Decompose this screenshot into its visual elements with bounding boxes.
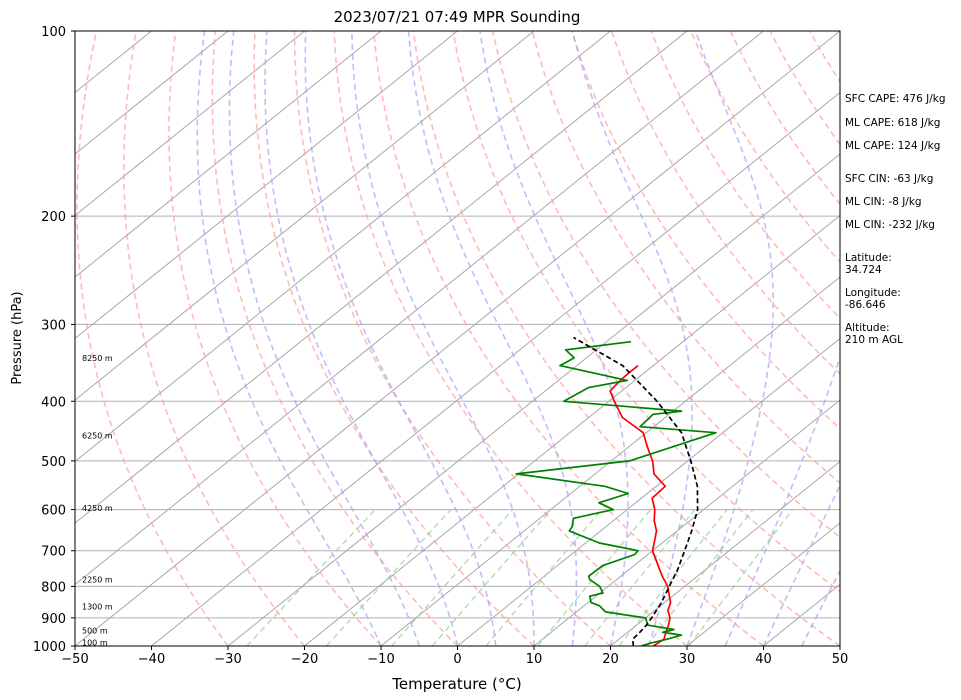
x-tick-label: 30 <box>679 652 696 667</box>
isotherm-line <box>75 31 229 155</box>
isotherm-line <box>304 214 840 646</box>
annotation-text: ML CIN: -8 J/kg <box>845 196 922 208</box>
x-axis-label: Temperature (°C) <box>391 675 521 693</box>
dry-adiabat-line <box>123 31 306 646</box>
moist-adiabat-line <box>686 31 775 646</box>
dry-adiabat-line <box>76 31 229 646</box>
isotherm-line <box>533 399 840 646</box>
y-tick-label: 1000 <box>33 640 66 655</box>
height-label: 8250 m <box>82 354 113 363</box>
isotherm-line <box>457 337 840 646</box>
isotherm-line <box>75 31 688 524</box>
x-tick-label: −30 <box>214 652 241 667</box>
height-label: 4250 m <box>82 504 113 513</box>
mixing-ratio-line <box>485 509 603 646</box>
y-tick-label: 700 <box>41 545 66 560</box>
height-label: 100 m <box>82 639 108 648</box>
mixing-ratio-line <box>584 509 696 646</box>
annotations-panel: SFC CAPE: 476 J/kg ML CAPE: 618 J/kg ML CA… <box>845 93 946 346</box>
y-tick-label: 400 <box>41 395 66 410</box>
annotation-text: SFC CIN: -63 J/kg <box>845 173 933 185</box>
y-tick-label: 900 <box>41 612 66 627</box>
y-tick-label: 200 <box>41 210 66 225</box>
dry-adiabat-line <box>293 31 612 646</box>
mixing-ratio-line <box>325 509 452 646</box>
isotherm-line <box>75 31 535 401</box>
mixing-ratio-line <box>391 509 514 646</box>
dry-adiabat-line <box>211 31 459 646</box>
height-label: 6250 m <box>82 432 113 441</box>
annotation-text: ML CAPE: 618 J/kg <box>845 117 940 129</box>
mixing-ratio-line <box>431 509 552 646</box>
y-tick-label: 800 <box>41 580 66 595</box>
isotherm-line <box>151 91 840 646</box>
temperature-profile-line <box>609 364 672 646</box>
height-label: 500 m <box>82 626 108 635</box>
profile-lines <box>515 336 717 646</box>
dry-adiabat-line <box>650 31 840 320</box>
moist-adiabat-line <box>228 31 421 646</box>
mixing-ratio-line <box>688 509 794 646</box>
moist-adiabat-line <box>351 31 535 646</box>
annotation-text: -86.646 <box>845 299 886 311</box>
isotherm-line <box>686 522 840 646</box>
isotherm-line <box>75 31 305 217</box>
x-tick-label: 50 <box>832 652 849 667</box>
y-tick-label: 600 <box>41 504 66 519</box>
mixing-ratio-line <box>618 509 728 646</box>
height-label: 2250 m <box>82 576 113 585</box>
dry-adiabat-line <box>571 31 840 430</box>
mixing-ratio-line <box>246 509 376 646</box>
axis-ticks: −50 −40 −30 −20 −10 0 10 20 30 40 50 100 200 300 400 50… <box>33 25 848 667</box>
annotation-text: SFC CAPE: 476 J/kg <box>845 93 946 105</box>
y-tick-label: 100 <box>41 25 66 40</box>
x-tick-label: −50 <box>61 652 88 667</box>
isotherm-line <box>75 31 458 340</box>
dewpoint-profile-line <box>515 340 717 646</box>
x-tick-label: 0 <box>453 652 461 667</box>
x-tick-label: 10 <box>526 652 543 667</box>
isotherm-line <box>380 276 840 646</box>
height-label: 1300 m <box>82 603 113 612</box>
annotation-text: Longitude: <box>845 287 901 299</box>
isotherm-line <box>610 460 840 646</box>
x-tick-label: 40 <box>755 652 772 667</box>
annotation-text: 34.724 <box>845 264 882 276</box>
moist-adiabat-line <box>407 31 578 646</box>
x-tick-label: −20 <box>291 652 318 667</box>
moist-adiabat-line <box>264 31 459 646</box>
background-lines <box>75 31 840 646</box>
dry-adiabat-line <box>412 31 840 646</box>
dry-adiabat-line <box>168 31 382 646</box>
annotation-text: ML CIN: -232 J/kg <box>845 219 935 231</box>
dry-adiabat-line <box>610 31 840 375</box>
chart-labels: 2023/07/21 07:49 MPR Sounding Temperatur… <box>10 8 580 693</box>
chart-title: 2023/07/21 07:49 MPR Sounding <box>334 8 581 26</box>
isotherm-line <box>75 31 840 646</box>
y-tick-label: 300 <box>41 318 66 333</box>
moist-adiabat-line <box>196 31 382 646</box>
x-tick-label: 20 <box>602 652 619 667</box>
annotation-text: ML CAPE: 124 J/kg <box>845 140 940 152</box>
dry-adiabat-line <box>253 31 535 646</box>
annotation-text: Altitude: <box>845 322 890 334</box>
isotherm-line <box>75 31 764 586</box>
dry-adiabat-line <box>333 31 688 646</box>
y-axis-label: Pressure (hPa) <box>10 291 25 384</box>
isotherm-line <box>75 31 382 278</box>
mixing-ratio-line <box>537 509 652 646</box>
x-tick-label: −10 <box>367 652 394 667</box>
y-tick-label: 500 <box>41 455 66 470</box>
moist-adiabat-line <box>724 354 840 646</box>
dry-adiabat-line <box>372 31 764 646</box>
annotation-text: Latitude: <box>845 252 892 264</box>
moist-adiabat-line <box>571 31 693 646</box>
isotherm-line <box>227 153 840 646</box>
moist-adiabat-line <box>304 31 497 646</box>
annotation-text: 210 m AGL <box>845 334 903 346</box>
x-tick-label: −40 <box>138 652 165 667</box>
